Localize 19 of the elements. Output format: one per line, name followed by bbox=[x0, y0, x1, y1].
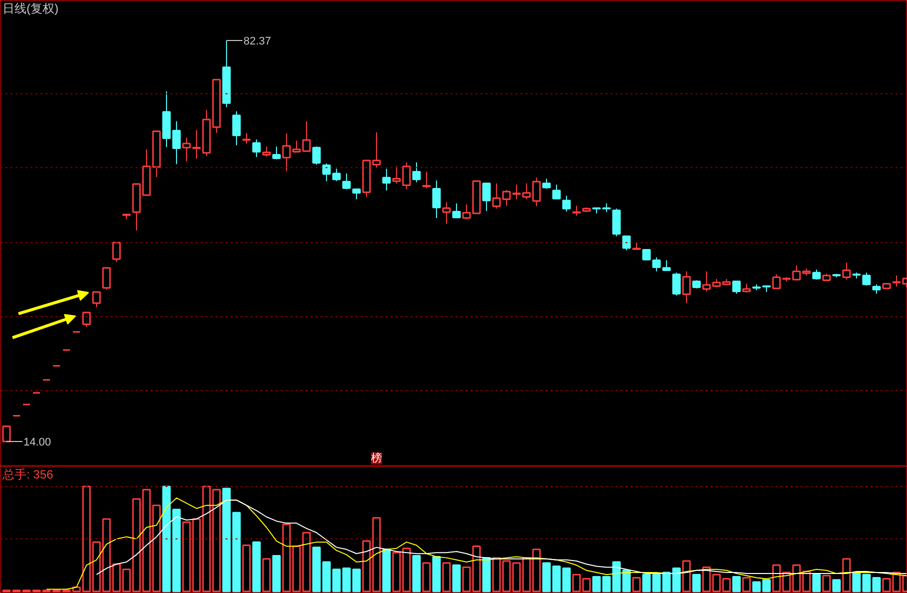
bar bbox=[732, 576, 741, 592]
bar bbox=[272, 554, 281, 592]
bar bbox=[382, 548, 391, 592]
bar bbox=[692, 574, 701, 592]
bar bbox=[812, 574, 821, 592]
text: 榜 bbox=[371, 452, 382, 464]
candlestick bbox=[382, 168, 391, 191]
bar bbox=[452, 564, 461, 592]
bar bbox=[252, 541, 261, 592]
annotation: 82.37 bbox=[244, 36, 272, 48]
candlestick bbox=[442, 202, 451, 224]
chart-title: 总手: 356 bbox=[2, 468, 54, 482]
bar bbox=[432, 556, 441, 592]
chart-title: 日线(复权) bbox=[2, 2, 58, 16]
bar bbox=[832, 579, 841, 592]
candlestick bbox=[432, 180, 441, 219]
annotation: 14.00 bbox=[24, 436, 52, 448]
bar bbox=[482, 557, 491, 592]
bar bbox=[412, 554, 421, 592]
